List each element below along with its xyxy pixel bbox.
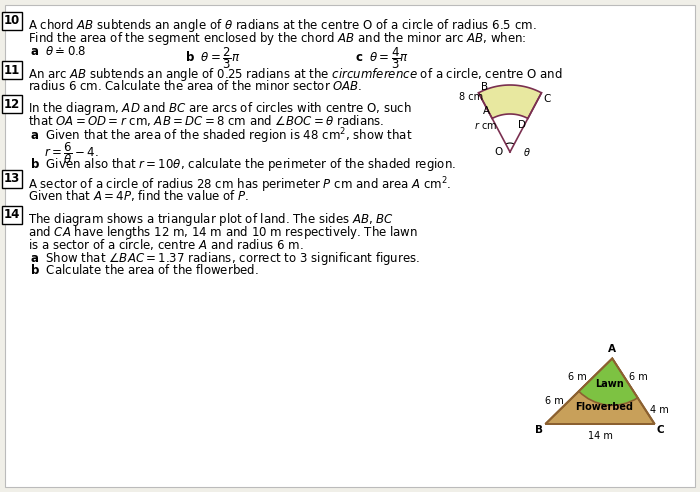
Text: and $CA$ have lengths 12 m, 14 m and 10 m respectively. The lawn: and $CA$ have lengths 12 m, 14 m and 10 … xyxy=(28,224,418,241)
Text: $\theta$: $\theta$ xyxy=(523,146,531,158)
Text: A: A xyxy=(483,106,490,117)
Text: Flowerbed: Flowerbed xyxy=(575,402,633,412)
Text: Lawn: Lawn xyxy=(595,379,624,389)
Text: Find the area of the segment enclosed by the chord $AB$ and the minor arc $AB$, : Find the area of the segment enclosed by… xyxy=(28,30,526,47)
Text: 10: 10 xyxy=(4,14,20,28)
Text: is a sector of a circle, centre $A$ and radius 6 m.: is a sector of a circle, centre $A$ and … xyxy=(28,237,304,252)
Text: A: A xyxy=(608,344,616,355)
Text: $r$ cm: $r$ cm xyxy=(474,120,497,131)
Text: 8 cm: 8 cm xyxy=(459,92,484,102)
Polygon shape xyxy=(545,359,655,424)
FancyBboxPatch shape xyxy=(5,5,695,487)
Wedge shape xyxy=(579,359,638,405)
Text: $\mathbf{b}$  Calculate the area of the flowerbed.: $\mathbf{b}$ Calculate the area of the f… xyxy=(30,263,259,277)
Text: $\mathbf{c}$  $\theta = \dfrac{4}{3}\pi$: $\mathbf{c}$ $\theta = \dfrac{4}{3}\pi$ xyxy=(355,45,409,71)
Text: C: C xyxy=(543,94,551,104)
Text: $\mathbf{b}$  Given also that $r = 10\theta$, calculate the perimeter of the sha: $\mathbf{b}$ Given also that $r = 10\the… xyxy=(30,156,456,173)
Text: An arc $AB$ subtends an angle of 0.25 radians at the $\mathit{circumference}$ of: An arc $AB$ subtends an angle of 0.25 ra… xyxy=(28,66,563,83)
Text: $\mathbf{b}$  $\theta = \dfrac{2}{3}\pi$: $\mathbf{b}$ $\theta = \dfrac{2}{3}\pi$ xyxy=(185,45,241,71)
Text: Given that $A = 4P$, find the value of $P$.: Given that $A = 4P$, find the value of $… xyxy=(28,188,249,203)
Polygon shape xyxy=(479,85,542,119)
Text: B: B xyxy=(480,82,488,92)
Text: A chord $AB$ subtends an angle of $\theta$ radians at the centre O of a circle o: A chord $AB$ subtends an angle of $\thet… xyxy=(28,17,537,34)
Text: The diagram shows a triangular plot of land. The sides $AB$, $BC$: The diagram shows a triangular plot of l… xyxy=(28,211,394,228)
Text: 12: 12 xyxy=(4,97,20,111)
Text: 11: 11 xyxy=(4,63,20,76)
Text: $\mathbf{a}$  Show that $\angle BAC = 1.37$ radians, correct to 3 significant fi: $\mathbf{a}$ Show that $\angle BAC = 1.3… xyxy=(30,250,420,267)
Text: A sector of a circle of radius 28 cm has perimeter $P$ cm and area $A$ cm$^2$.: A sector of a circle of radius 28 cm has… xyxy=(28,175,452,195)
Text: 14: 14 xyxy=(4,209,20,221)
Text: 4 m: 4 m xyxy=(650,404,669,415)
Text: In the diagram, $AD$ and $BC$ are arcs of circles with centre O, such: In the diagram, $AD$ and $BC$ are arcs o… xyxy=(28,100,412,117)
Text: $\mathbf{a}$  Given that the area of the shaded region is 48 cm$^2$, show that: $\mathbf{a}$ Given that the area of the … xyxy=(30,126,412,146)
Text: 6 m: 6 m xyxy=(545,396,564,406)
Text: 6 m: 6 m xyxy=(629,372,648,382)
Text: $\mathbf{a}$  $\theta \doteq 0.8$: $\mathbf{a}$ $\theta \doteq 0.8$ xyxy=(30,45,87,58)
Text: D: D xyxy=(518,121,526,130)
Text: 6 m: 6 m xyxy=(568,372,587,382)
Text: 13: 13 xyxy=(4,173,20,185)
Text: radius 6 cm. Calculate the area of the minor sector $OAB$.: radius 6 cm. Calculate the area of the m… xyxy=(28,79,363,93)
Text: 14 m: 14 m xyxy=(587,431,612,441)
Text: C: C xyxy=(657,425,664,435)
Text: B: B xyxy=(536,425,543,435)
Text: that $OA = OD = r$ cm, $AB = DC = 8$ cm and $\angle BOC = \theta$ radians.: that $OA = OD = r$ cm, $AB = DC = 8$ cm … xyxy=(28,113,384,128)
Text: O: O xyxy=(495,147,503,157)
Text: $r = \dfrac{6}{\theta} - 4.$: $r = \dfrac{6}{\theta} - 4.$ xyxy=(44,140,99,166)
